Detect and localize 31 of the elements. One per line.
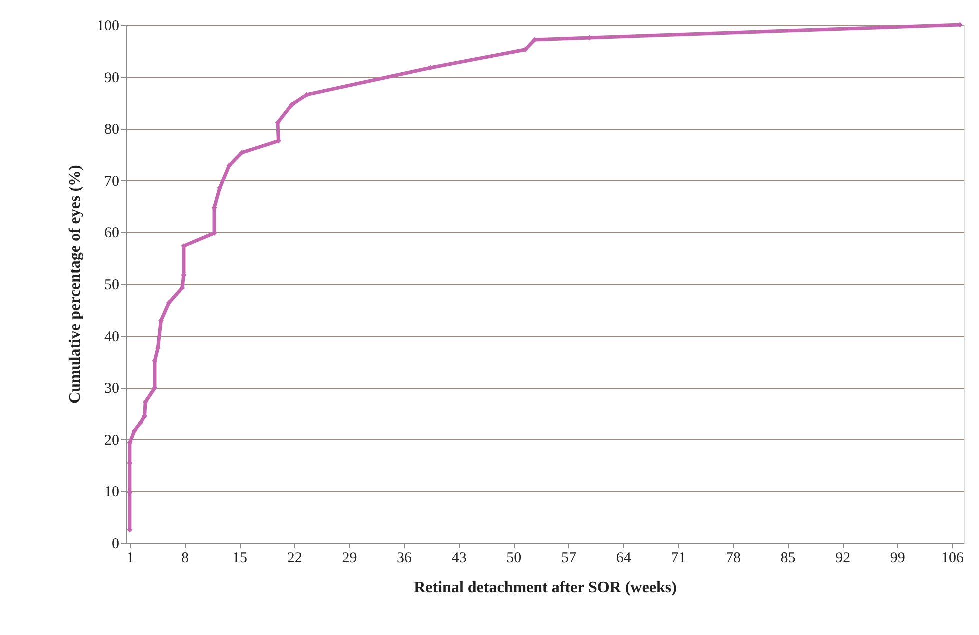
point — [289, 102, 295, 108]
x-tick-label: 106 — [942, 550, 964, 566]
y-tick-label: 60 — [104, 226, 120, 242]
x-tick-label: 1 — [126, 550, 134, 566]
x-tick-label: 43 — [452, 550, 467, 566]
point — [138, 420, 144, 426]
y-tick-label: 70 — [104, 174, 120, 190]
y-tick-label: 30 — [104, 381, 120, 398]
y-tick-label: 0 — [112, 536, 120, 552]
x-tick-label: 85 — [780, 550, 796, 566]
x-tick-label: 64 — [616, 550, 632, 566]
x-tick-label: 71 — [671, 550, 686, 566]
x-tick-label: 22 — [287, 550, 302, 566]
y-tick-label: 20 — [104, 432, 120, 449]
x-tick-label: 92 — [836, 550, 851, 566]
y-axis-title: Cumulative percentage of eyes (%) — [67, 165, 84, 404]
y-tick-label: 80 — [104, 122, 120, 138]
x-tick-label: 50 — [506, 550, 522, 566]
x-tick-label: 29 — [342, 550, 358, 566]
y-tick-label: 10 — [104, 484, 120, 501]
y-tick-label: 50 — [104, 278, 120, 294]
y-tick-label: 100 — [97, 18, 120, 34]
x-axis-title: Retinal detachment after SOR (weeks) — [414, 580, 677, 596]
x-tick-label: 8 — [181, 550, 189, 566]
y-tick-label: 40 — [104, 329, 120, 346]
x-tick-label: 36 — [397, 550, 413, 566]
x-tick-label: 78 — [726, 550, 741, 566]
x-tick-label: 99 — [890, 550, 906, 566]
x-tick-label: 57 — [561, 550, 577, 566]
y-tick-label: 90 — [104, 70, 120, 86]
x-tick-label: 15 — [232, 550, 248, 566]
